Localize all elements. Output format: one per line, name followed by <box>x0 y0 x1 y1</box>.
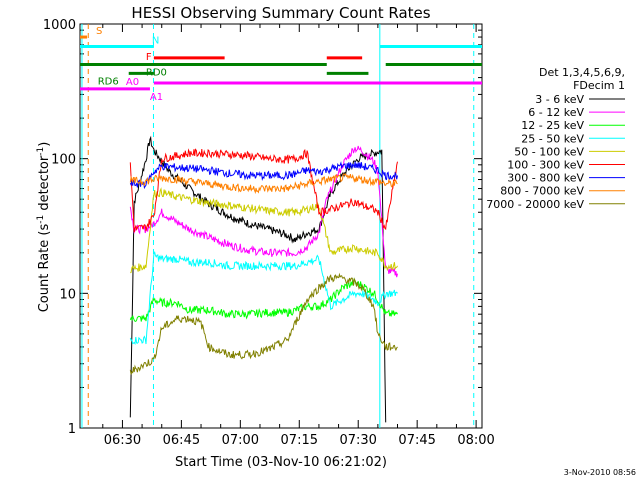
series-line <box>130 187 398 274</box>
x-tick-label: 06:30 <box>104 433 141 448</box>
legend-header-line2: FDecim 1 <box>573 79 625 92</box>
x-axis-label: Start Time (03-Nov-10 06:21:02) <box>175 455 387 470</box>
x-tick-label: 08:00 <box>457 433 494 448</box>
x-tick-label: 07:15 <box>281 433 318 448</box>
series-line <box>129 148 398 233</box>
flag-label: S <box>96 26 102 37</box>
legend-label: 7000 - 20000 keV <box>486 198 584 211</box>
legend-label: 100 - 300 keV <box>507 159 584 172</box>
legend-label: 300 - 800 keV <box>507 172 584 185</box>
x-tick-label: 07:30 <box>339 433 376 448</box>
flag-label: N <box>152 36 159 47</box>
y-tick-label: 1 <box>68 422 76 437</box>
y-axis-label-end: ) <box>37 142 52 147</box>
series-line <box>129 277 398 322</box>
y-axis-label-mid: detector <box>37 155 52 215</box>
y-tick-label: 1000 <box>43 18 76 33</box>
y-tick-label: 10 <box>59 287 76 302</box>
x-tick-label: 07:00 <box>222 433 259 448</box>
footer-timestamp: 3-Nov-2010 08:56 <box>564 468 636 477</box>
y-axis-label: Count Rate (s-1 detector-1) <box>36 142 52 313</box>
chart-title: HESSI Observing Summary Count Rates <box>131 4 430 22</box>
legend-label: 6 - 12 keV <box>528 106 584 119</box>
legend-label: 50 - 100 keV <box>514 145 584 158</box>
x-tick-label: 06:45 <box>163 433 200 448</box>
plot-layer: 06:30 06:45 07:00 07:15 07:30 07:45 08:00 1 10 10… <box>43 18 625 448</box>
series-line <box>129 135 387 423</box>
y-tick-label: 100 <box>51 153 76 168</box>
flag-label: RD0 <box>146 68 167 79</box>
plot-frame <box>79 23 483 429</box>
flag-label: A1 <box>150 92 163 103</box>
legend-header-line1: Det 1,3,4,5,6,9, <box>539 66 625 79</box>
y-axis-label-main: Count Rate (s <box>37 224 52 313</box>
legend-label: 25 - 50 keV <box>521 132 584 145</box>
legend-label: 12 - 25 keV <box>521 119 584 132</box>
flag-label: A0 <box>126 77 139 88</box>
series-line <box>129 161 398 190</box>
flag-label: RD6 <box>98 76 119 87</box>
y-axis-label-sup1: -1 <box>36 215 46 224</box>
series-line <box>129 145 398 278</box>
legend-label: 800 - 7000 keV <box>500 185 584 198</box>
flag-label: F <box>146 52 152 63</box>
x-tick-label: 07:45 <box>398 433 435 448</box>
y-axis-label-sup2: -1 <box>36 147 46 156</box>
series-line <box>129 272 398 375</box>
series-line <box>129 173 398 195</box>
series-line <box>129 250 398 346</box>
legend-label: 3 - 6 keV <box>535 93 584 106</box>
